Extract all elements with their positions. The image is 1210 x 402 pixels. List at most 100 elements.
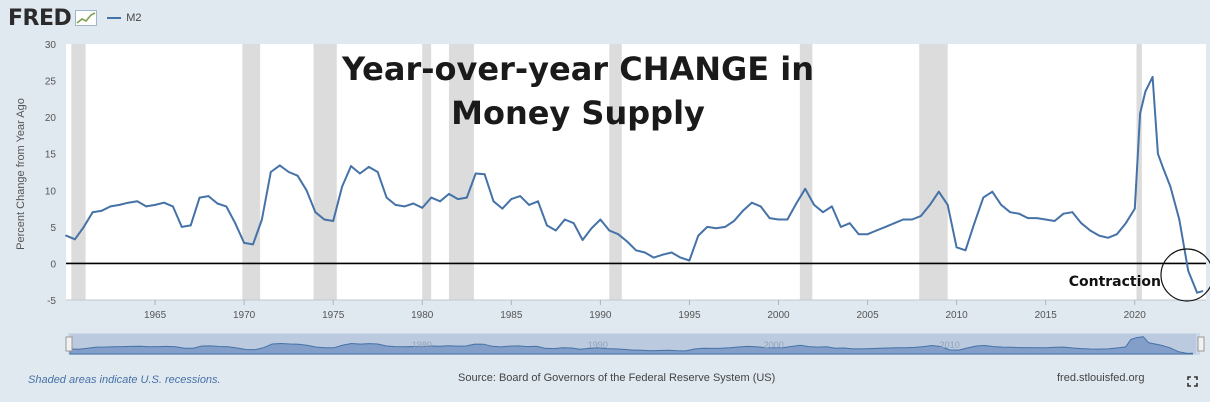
navigator-ticks: 1980 1990 2000 2010 <box>412 340 960 350</box>
data-point <box>1178 218 1181 221</box>
data-point <box>929 204 931 206</box>
data-point <box>1201 290 1204 293</box>
data-point <box>82 226 85 228</box>
contraction-label: Contraction <box>1069 274 1161 290</box>
data-point <box>777 218 780 221</box>
y-tick-label: 0 <box>50 259 56 270</box>
chart-title-line2: Money Supply <box>451 94 705 132</box>
data-point <box>839 226 842 228</box>
data-point <box>198 196 201 199</box>
recession-band <box>919 44 948 300</box>
data-point <box>937 190 940 193</box>
navigator-handle-right[interactable] <box>1197 336 1205 352</box>
data-point <box>1133 207 1136 210</box>
data-point <box>394 204 397 206</box>
data-point <box>154 204 157 206</box>
data-point <box>1089 229 1092 232</box>
y-tick-label: 30 <box>45 40 57 51</box>
data-point <box>492 200 495 203</box>
data-point <box>679 256 682 259</box>
data-point <box>296 174 299 177</box>
data-point <box>278 164 281 167</box>
data-point <box>252 243 254 246</box>
data-point <box>875 229 878 232</box>
data-point <box>884 226 887 228</box>
x-tick-label: 1970 <box>233 310 256 321</box>
data-point <box>305 189 308 192</box>
range-navigator[interactable]: 1980 1990 2000 2010 <box>65 333 1205 355</box>
data-point <box>421 206 424 209</box>
x-tick-label: 1965 <box>144 310 167 321</box>
data-point <box>1035 217 1038 220</box>
fred-logo[interactable]: FRED <box>8 5 72 31</box>
y-tick-label: -5 <box>47 296 56 307</box>
data-point <box>225 205 228 208</box>
data-point <box>465 196 468 199</box>
fullscreen-icon[interactable] <box>1187 376 1198 387</box>
data-point <box>902 218 905 221</box>
data-point <box>163 201 165 204</box>
data-point <box>323 218 326 221</box>
data-point <box>563 218 566 221</box>
data-point <box>172 205 174 208</box>
navigator-handle-left[interactable] <box>65 336 73 352</box>
data-point <box>982 196 985 199</box>
data-point <box>403 205 406 208</box>
chart-header: FRED M2 <box>8 4 142 32</box>
x-tick-label: 1975 <box>322 310 345 321</box>
data-point <box>91 211 94 214</box>
data-point <box>510 198 513 201</box>
recession-bands <box>71 44 1142 300</box>
data-point <box>430 196 433 199</box>
data-point <box>857 233 860 236</box>
data-point <box>572 222 575 225</box>
data-point <box>261 218 263 221</box>
recession-note: Shaded areas indicate U.S. recessions. <box>28 374 221 386</box>
y-tick-label: 5 <box>50 223 56 234</box>
x-tick-label: 1985 <box>500 310 523 321</box>
data-point <box>367 166 370 168</box>
y-axis: -5 0 5 10 15 20 25 30 <box>45 40 57 307</box>
data-point <box>964 249 967 252</box>
navigator-tick-label: 1990 <box>588 340 608 350</box>
data-point <box>733 220 735 222</box>
x-axis: 1965 1970 1975 1980 1985 1990 1995 2000 2005 2010… <box>66 299 1206 321</box>
site-link[interactable]: fred.stlouisfed.org <box>1057 372 1145 384</box>
data-point <box>314 211 317 214</box>
data-point <box>893 222 896 225</box>
data-point <box>180 226 183 228</box>
data-point <box>822 211 824 214</box>
y-tick-label: 25 <box>45 77 57 88</box>
data-point <box>1080 222 1083 225</box>
data-point <box>1187 269 1190 272</box>
data-point <box>1053 220 1056 222</box>
data-point <box>955 246 958 249</box>
data-point <box>1044 218 1047 221</box>
x-tick-label: 1995 <box>678 310 701 321</box>
data-point <box>439 200 441 203</box>
data-point <box>385 196 388 199</box>
data-point <box>474 172 477 175</box>
data-point <box>911 218 913 221</box>
y-tick-label: 10 <box>45 186 57 197</box>
data-point <box>1196 291 1198 294</box>
data-point <box>1062 212 1065 215</box>
y-tick-label: 20 <box>45 113 57 124</box>
data-point <box>1009 211 1011 214</box>
y-axis-label: Percent Change from Year Ago <box>15 98 27 250</box>
x-tick-label: 2020 <box>1124 310 1147 321</box>
data-point <box>1169 185 1172 188</box>
legend-label: M2 <box>126 12 142 24</box>
legend-swatch <box>107 17 122 19</box>
data-point <box>724 226 726 228</box>
data-point <box>207 195 210 198</box>
data-point <box>269 171 272 173</box>
fred-chart-icon <box>75 10 98 26</box>
data-point <box>759 205 762 208</box>
source-text: Source: Board of Governors of the Federa… <box>458 372 776 384</box>
data-point <box>1027 217 1029 220</box>
data-point <box>1139 112 1141 115</box>
navigator-tick-label: 2000 <box>764 340 784 350</box>
data-point <box>973 222 976 225</box>
